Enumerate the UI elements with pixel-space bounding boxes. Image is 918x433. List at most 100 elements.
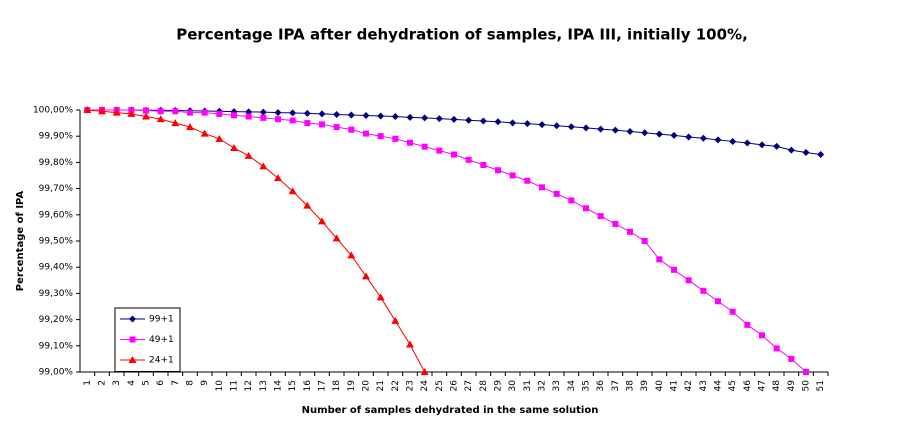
marker: [245, 113, 252, 120]
x-tick-label: 11: [230, 380, 240, 391]
marker: [347, 111, 355, 119]
marker: [303, 201, 312, 209]
x-tick-label: 27: [464, 380, 474, 391]
marker: [98, 107, 106, 115]
marker: [612, 220, 619, 227]
marker: [187, 109, 193, 116]
marker: [759, 332, 765, 339]
marker: [494, 118, 502, 126]
marker: [480, 162, 487, 169]
marker: [391, 113, 399, 121]
marker: [758, 141, 766, 149]
x-tick-label: 28: [479, 380, 489, 392]
x-tick-label: 39: [640, 380, 650, 392]
x-tick-label: 2: [98, 380, 108, 386]
x-tick-label: 15: [288, 380, 298, 391]
marker: [787, 146, 795, 154]
x-tick-label: 37: [611, 380, 621, 391]
x-tick-label: 49: [787, 380, 797, 392]
x-tick-label: 8: [186, 380, 196, 386]
marker: [407, 139, 413, 146]
marker: [435, 115, 443, 123]
x-tick-label: 17: [318, 380, 328, 391]
marker: [157, 108, 164, 115]
marker: [216, 110, 223, 117]
marker: [421, 114, 429, 122]
y-tick-label: 99,40%: [39, 263, 74, 273]
marker: [729, 308, 736, 315]
x-tick-label: 34: [567, 380, 577, 392]
marker: [347, 251, 356, 259]
marker: [817, 151, 825, 159]
marker: [655, 130, 663, 138]
legend-text: 49+1: [149, 335, 174, 345]
marker: [274, 109, 282, 117]
marker: [641, 238, 648, 244]
marker: [465, 156, 472, 163]
marker: [743, 139, 751, 147]
x-tick-label: 45: [728, 380, 738, 391]
marker: [377, 133, 384, 140]
marker: [392, 135, 399, 142]
marker: [479, 117, 487, 125]
x-tick-label: 40: [655, 380, 665, 392]
x-tick-label: 36: [596, 380, 606, 392]
x-tick-label: 29: [494, 380, 504, 392]
x-tick-label: 13: [259, 380, 269, 391]
marker: [127, 109, 136, 117]
marker: [670, 131, 678, 139]
y-axis-title: Percentage of IPA: [15, 191, 26, 292]
marker: [626, 127, 634, 135]
marker: [128, 356, 137, 363]
marker: [275, 116, 281, 123]
marker: [773, 142, 781, 150]
marker: [685, 133, 693, 141]
marker: [200, 129, 209, 137]
marker: [129, 315, 136, 323]
x-tick-label: 24: [420, 380, 430, 392]
x-tick-label: 50: [802, 380, 812, 392]
x-tick-label: 42: [684, 380, 694, 391]
marker: [319, 121, 325, 128]
series-line: [87, 109, 807, 372]
marker: [700, 287, 707, 294]
x-tick-label: 33: [552, 380, 562, 391]
x-tick-label: 21: [376, 380, 386, 391]
marker: [259, 108, 267, 116]
marker: [539, 184, 545, 191]
marker: [538, 121, 546, 129]
x-tick-label: 51: [816, 380, 826, 391]
marker: [172, 108, 179, 115]
x-tick-label: 14: [274, 380, 284, 392]
legend-text: 24+1: [149, 356, 174, 366]
marker: [597, 213, 604, 220]
marker: [465, 116, 473, 124]
marker: [597, 125, 605, 133]
marker: [332, 234, 341, 242]
marker: [803, 369, 809, 375]
marker: [685, 277, 692, 284]
marker: [289, 109, 297, 117]
marker: [260, 114, 267, 121]
marker: [391, 316, 400, 324]
series-line: [87, 109, 426, 372]
marker: [362, 112, 370, 120]
x-tick-label: 4: [127, 380, 137, 386]
marker: [436, 147, 443, 154]
marker: [274, 174, 282, 182]
legend-text: 99+1: [149, 315, 174, 325]
x-tick-label: 19: [347, 380, 357, 392]
marker: [186, 123, 194, 131]
marker: [406, 340, 414, 348]
marker: [802, 148, 810, 156]
marker: [363, 130, 369, 137]
x-tick-label: 10: [215, 380, 225, 392]
x-tick-label: 9: [200, 380, 210, 386]
x-tick-label: 43: [699, 380, 709, 391]
marker: [318, 110, 326, 118]
marker: [171, 119, 180, 127]
marker: [744, 321, 751, 328]
marker: [524, 177, 531, 184]
marker: [333, 110, 341, 118]
